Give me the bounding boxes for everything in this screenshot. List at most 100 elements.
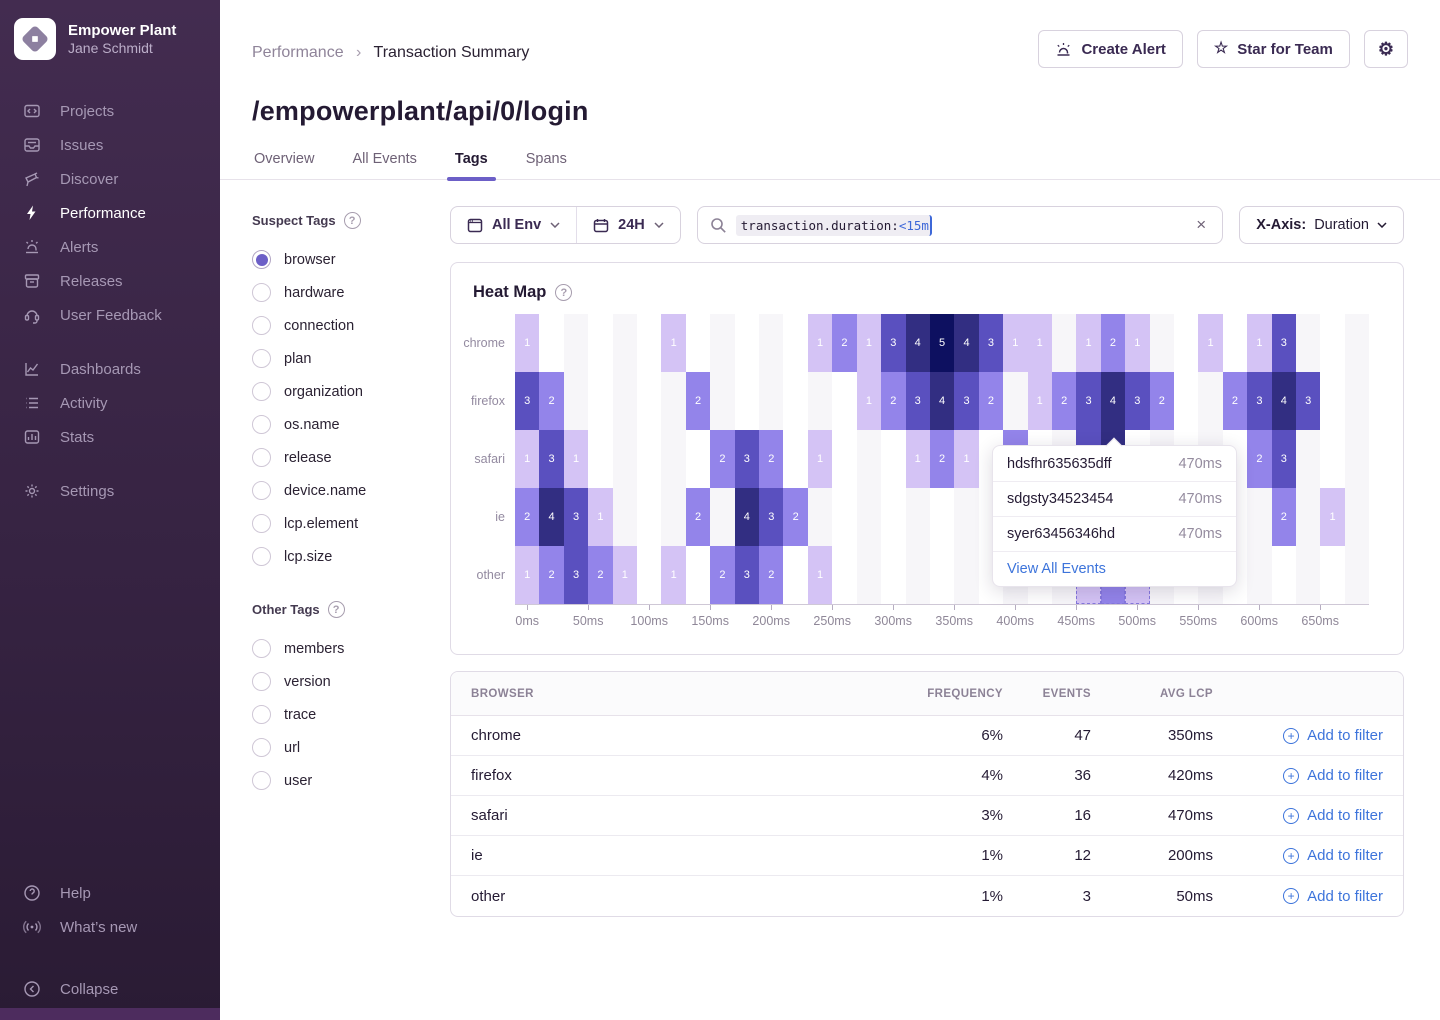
heatmap-cell[interactable]: 1 xyxy=(1076,314,1101,372)
heatmap-cell[interactable]: 1 xyxy=(954,430,979,488)
heatmap-cell[interactable]: 4 xyxy=(954,314,979,372)
heatmap-cell[interactable]: 3 xyxy=(563,546,589,604)
radio-button[interactable] xyxy=(252,547,271,566)
heatmap-cell[interactable]: 2 xyxy=(588,546,613,604)
sidebar-item-help[interactable]: Help xyxy=(0,876,220,910)
environment-dropdown[interactable]: All Env xyxy=(451,207,576,243)
heatmap-cell[interactable]: 2 xyxy=(685,488,711,546)
sidebar-item-stats[interactable]: Stats xyxy=(0,420,220,454)
sidebar-item-collapse[interactable]: Collapse xyxy=(0,972,220,1006)
radio-button[interactable] xyxy=(252,705,271,724)
sidebar-item-discover[interactable]: Discover xyxy=(0,162,220,196)
settings-gear-button[interactable]: ⚙ xyxy=(1363,30,1408,68)
radio-button[interactable] xyxy=(252,639,271,658)
breadcrumb-parent[interactable]: Performance xyxy=(252,44,344,61)
heatmap-cell[interactable]: 1 xyxy=(515,314,540,372)
heatmap-cell[interactable]: 3 xyxy=(563,488,589,546)
heatmap-cell[interactable]: 2 xyxy=(759,546,784,604)
tag-option-plan[interactable]: plan xyxy=(252,342,428,375)
radio-button[interactable] xyxy=(252,250,271,269)
heatmap-cell[interactable]: 1 xyxy=(1198,314,1223,372)
heatmap-cell[interactable]: 1 xyxy=(1247,314,1272,372)
heatmap-cell[interactable]: 1 xyxy=(1027,314,1052,372)
heatmap-cell[interactable]: 1 xyxy=(807,314,833,372)
heatmap-cell[interactable]: 2 xyxy=(783,488,808,546)
heatmap-cell[interactable]: 2 xyxy=(1247,430,1272,488)
heatmap-cell[interactable]: 2 xyxy=(539,546,564,604)
tag-option-user[interactable]: user xyxy=(252,764,428,797)
heatmap-cell[interactable]: 1 xyxy=(515,430,540,488)
heatmap-cell[interactable]: 2 xyxy=(832,314,857,372)
sidebar-item-alerts[interactable]: Alerts xyxy=(0,230,220,264)
tag-option-version[interactable]: version xyxy=(252,665,428,698)
heatmap-cell[interactable]: 2 xyxy=(710,546,735,604)
heatmap-cell[interactable]: 1 xyxy=(661,314,686,372)
x-axis-dropdown[interactable]: X-Axis: Duration xyxy=(1239,206,1404,244)
heatmap-cell[interactable]: 1 xyxy=(515,546,540,604)
sidebar-item-what-s-new[interactable]: What’s new xyxy=(0,910,220,944)
sidebar-item-settings[interactable]: Settings xyxy=(0,474,220,508)
add-to-filter-button[interactable]: + Add to filter xyxy=(1283,847,1383,864)
heatmap-cell[interactable]: 3 xyxy=(905,372,930,430)
sidebar-item-activity[interactable]: Activity xyxy=(0,386,220,420)
heatmap-cell[interactable]: 4 xyxy=(734,488,760,546)
heatmap-cell[interactable]: 3 xyxy=(978,314,1004,372)
heatmap-cell[interactable]: 4 xyxy=(905,314,930,372)
tag-option-trace[interactable]: trace xyxy=(252,698,428,731)
tag-option-members[interactable]: members xyxy=(252,632,428,665)
heatmap-cell[interactable]: 4 xyxy=(1100,372,1126,430)
heatmap-cell[interactable]: 3 xyxy=(1076,372,1101,430)
radio-button[interactable] xyxy=(252,382,271,401)
tab-spans[interactable]: Spans xyxy=(525,151,567,167)
tag-option-browser[interactable]: browser xyxy=(252,243,428,276)
help-icon[interactable]: ? xyxy=(343,212,361,229)
heatmap-cell[interactable]: 1 xyxy=(1027,372,1052,430)
heatmap-cell[interactable]: 1 xyxy=(1320,488,1345,546)
heatmap-cell[interactable]: 2 xyxy=(1051,372,1077,430)
heatmap-cell[interactable]: 1 xyxy=(807,546,833,604)
heatmap-cell[interactable]: 3 xyxy=(1296,372,1321,430)
heatmap-cell[interactable]: 2 xyxy=(710,430,735,488)
add-to-filter-button[interactable]: + Add to filter xyxy=(1283,727,1383,744)
heatmap-cell[interactable]: 3 xyxy=(539,430,564,488)
tag-option-device-name[interactable]: device.name xyxy=(252,474,428,507)
radio-button[interactable] xyxy=(252,672,271,691)
tag-option-organization[interactable]: organization xyxy=(252,375,428,408)
tab-tags[interactable]: Tags xyxy=(446,143,496,181)
heatmap-cell[interactable]: 2 xyxy=(929,430,955,488)
heatmap-cell[interactable]: 4 xyxy=(539,488,564,546)
help-icon[interactable]: ? xyxy=(327,601,345,618)
heatmap-cell[interactable]: 1 xyxy=(1125,314,1150,372)
create-alert-button[interactable]: Create Alert xyxy=(1038,30,1183,68)
sidebar-item-user-feedback[interactable]: User Feedback xyxy=(0,298,220,332)
radio-button[interactable] xyxy=(252,283,271,302)
search-filter-token[interactable]: transaction.duration:<15m xyxy=(735,214,932,236)
tag-option-connection[interactable]: connection xyxy=(252,309,428,342)
heatmap-cell[interactable]: 4 xyxy=(1271,372,1296,430)
clear-search-icon[interactable]: × xyxy=(1196,215,1207,234)
tooltip-event-row[interactable]: hdsfhr635635dff 470ms xyxy=(993,446,1236,481)
heatmap-cell[interactable]: 5 xyxy=(929,314,955,372)
heatmap-cell[interactable]: 3 xyxy=(954,372,979,430)
add-to-filter-button[interactable]: + Add to filter xyxy=(1283,888,1383,905)
heatmap-cell[interactable]: 2 xyxy=(539,372,564,430)
heatmap-cell[interactable]: 3 xyxy=(1247,372,1272,430)
heatmap-cell[interactable]: 2 xyxy=(1100,314,1126,372)
sidebar-item-releases[interactable]: Releases xyxy=(0,264,220,298)
tooltip-event-row[interactable]: syer63456346hd 470ms xyxy=(993,516,1236,551)
tag-option-url[interactable]: url xyxy=(252,731,428,764)
radio-button[interactable] xyxy=(252,415,271,434)
heatmap-cell[interactable]: 3 xyxy=(1125,372,1150,430)
heatmap-cell[interactable]: 3 xyxy=(759,488,784,546)
heatmap-cell[interactable]: 2 xyxy=(1222,372,1248,430)
radio-button[interactable] xyxy=(252,771,271,790)
tag-option-release[interactable]: release xyxy=(252,441,428,474)
heatmap-cell[interactable]: 4 xyxy=(929,372,955,430)
org-switcher[interactable]: Empower Plant Jane Schmidt xyxy=(0,0,220,70)
heatmap-cell[interactable]: 3 xyxy=(1271,430,1296,488)
heatmap-cell[interactable]: 3 xyxy=(734,430,760,488)
help-icon[interactable]: ? xyxy=(555,284,573,301)
heatmap-cell[interactable]: 1 xyxy=(563,430,589,488)
add-to-filter-button[interactable]: + Add to filter xyxy=(1283,807,1383,824)
tab-all-events[interactable]: All Events xyxy=(352,151,417,167)
